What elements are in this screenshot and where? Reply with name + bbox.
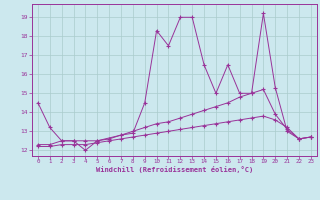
X-axis label: Windchill (Refroidissement éolien,°C): Windchill (Refroidissement éolien,°C) (96, 166, 253, 173)
